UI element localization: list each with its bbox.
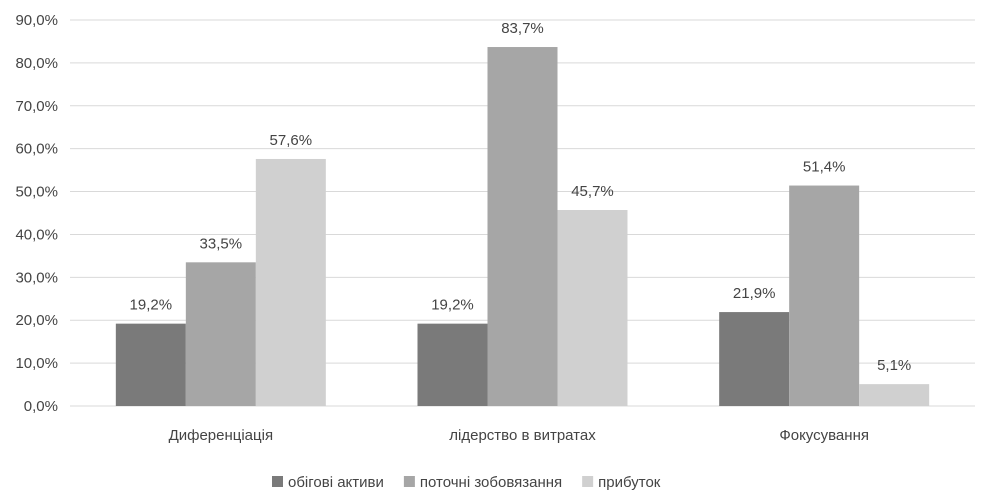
- y-axis-ticks: 0,0% 10,0% 20,0% 30,0% 40,0% 50,0% 60,0% 70,0% 8…: [15, 12, 58, 415]
- y-tick-label: 40,0%: [15, 226, 58, 243]
- data-label: 5,1%: [877, 357, 911, 374]
- legend: обігові активи поточні зобовязання прибуто…: [272, 474, 661, 491]
- y-tick-label: 0,0%: [24, 398, 58, 415]
- bar: [487, 47, 558, 407]
- bars: [115, 47, 930, 407]
- legend-label: прибуток: [598, 474, 661, 491]
- data-label: 51,4%: [803, 159, 846, 176]
- y-tick-label: 60,0%: [15, 141, 58, 158]
- data-label: 33,5%: [200, 235, 243, 252]
- bar: [255, 158, 326, 406]
- x-category-label: Фокусування: [779, 427, 869, 444]
- y-tick-label: 30,0%: [15, 269, 58, 286]
- x-category-label: Диференціація: [169, 427, 274, 444]
- data-label: 83,7%: [501, 20, 544, 37]
- bar: [789, 185, 860, 406]
- data-label: 19,2%: [130, 297, 173, 314]
- y-tick-label: 50,0%: [15, 184, 58, 201]
- bar: [417, 323, 488, 406]
- x-axis-categories: Диференціація лідерство в витратах Фокусув…: [169, 427, 869, 444]
- data-label: 57,6%: [270, 132, 313, 149]
- bar: [557, 209, 628, 406]
- data-label: 21,9%: [733, 285, 776, 302]
- y-tick-label: 20,0%: [15, 312, 58, 329]
- bar: [185, 262, 256, 406]
- bar: [859, 384, 930, 406]
- data-label: 19,2%: [431, 297, 474, 314]
- y-tick-label: 80,0%: [15, 55, 58, 72]
- legend-label: обігові активи: [288, 474, 384, 491]
- y-tick-label: 10,0%: [15, 355, 58, 372]
- bar: [719, 312, 790, 406]
- legend-swatch: [582, 476, 594, 487]
- data-labels: 19,2% 33,5% 57,6% 19,2% 83,7% 45,7% 21,9% 51,4%…: [130, 20, 912, 374]
- y-tick-label: 90,0%: [15, 12, 58, 29]
- bar: [115, 323, 186, 406]
- legend-swatch: [403, 476, 415, 487]
- data-label: 45,7%: [571, 183, 614, 200]
- legend-label: поточні зобовязання: [420, 474, 562, 491]
- y-tick-label: 70,0%: [15, 98, 58, 115]
- x-category-label: лідерство в витратах: [449, 427, 596, 444]
- legend-swatch: [272, 476, 283, 487]
